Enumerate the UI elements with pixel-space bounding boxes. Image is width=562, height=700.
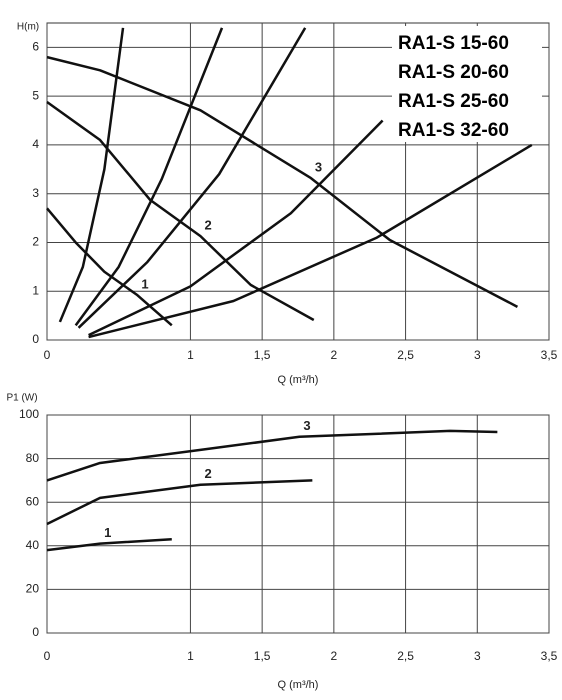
annotation-box [392,26,542,142]
y-tick-label: 60 [26,494,40,508]
x-tick-label: 3 [474,348,481,362]
curve [46,55,519,308]
curve [88,119,384,337]
plot-frame [46,414,550,634]
y-tick-label: 6 [32,40,39,54]
x-tick-label: 2 [331,649,338,663]
x-tick-label: 3,5 [541,649,558,663]
curve-label: 2 [204,466,211,481]
model-name: RA1-S 20-60 [398,62,509,83]
x-tick-label: 1 [187,649,194,663]
curve-label: 2 [204,218,211,233]
y-tick-label: 2 [32,235,39,249]
y-tick-label: 100 [19,407,39,421]
y-axis-label: H(m) [17,22,39,33]
curve-label: 3 [315,160,322,175]
curve [58,27,125,323]
x-tick-label: 2 [331,348,338,362]
curve [46,100,315,322]
x-tick-label: 1,5 [254,348,271,362]
model-name: RA1-S 32-60 [398,120,509,141]
x-tick-label: 2,5 [397,348,414,362]
x-tick-label: 0 [44,649,51,663]
y-tick-label: 0 [32,332,39,346]
model-name: RA1-S 15-60 [398,33,509,54]
curve [88,143,533,339]
y-axis-label: P1 (W) [6,393,37,404]
x-axis-label: Q (m³/h) [278,679,319,691]
x-tick-label: 3,5 [541,348,558,362]
x-tick-label: 0 [44,348,51,362]
y-tick-label: 0 [32,625,39,639]
y-tick-label: 1 [32,283,39,297]
curve-label: 1 [141,277,148,292]
y-tick-label: 3 [32,186,39,200]
y-tick-label: 20 [26,582,40,596]
x-tick-label: 3 [474,649,481,663]
x-axis-label: Q (m³/h) [278,374,319,386]
curve-label: 3 [303,418,310,433]
curve [46,479,313,526]
curve [74,27,224,327]
x-tick-label: 1 [187,348,194,362]
curve [46,538,172,552]
curve [77,27,307,329]
y-tick-label: 80 [26,451,40,465]
curve-label: 1 [104,525,111,540]
y-tick-label: 5 [32,88,39,102]
curve [46,429,498,482]
x-tick-label: 2,5 [397,649,414,663]
x-tick-label: 1,5 [254,649,271,663]
y-tick-label: 4 [32,137,39,151]
y-tick-label: 40 [26,538,40,552]
model-name: RA1-S 25-60 [398,91,509,112]
